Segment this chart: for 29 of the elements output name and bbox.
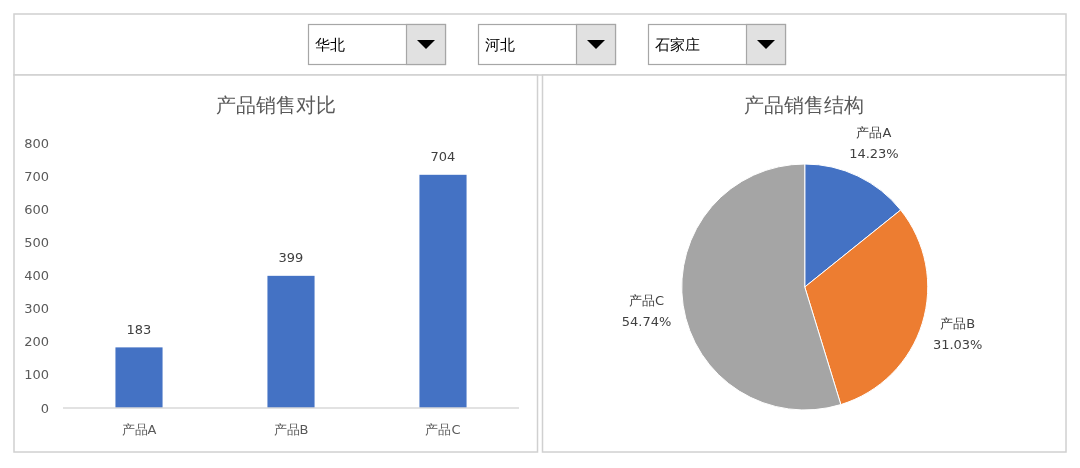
text: 河北	[484, 35, 515, 54]
y-tick-label: 800	[24, 135, 49, 151]
x-tick-label: 产品A	[121, 421, 157, 437]
text: 华北	[314, 35, 345, 54]
slice-label: 产品A	[856, 125, 892, 141]
y-tick-label: 0	[40, 400, 49, 416]
slice-label: 产品C	[628, 293, 665, 309]
x-tick-label: 产品C	[425, 421, 461, 437]
data-label: 704	[430, 149, 456, 165]
data-label: 14.23%	[849, 146, 899, 162]
data-label: 399	[278, 250, 304, 266]
bar	[267, 275, 315, 408]
y-tick-label: 400	[24, 268, 49, 283]
chart-title: 产品销售结构	[744, 93, 865, 117]
y-tick-label: 300	[24, 301, 49, 317]
slice-label: 产品B	[940, 316, 976, 332]
data-label: 31.03%	[932, 337, 983, 353]
y-tick-label: 500	[24, 234, 49, 250]
data-label: 54.74%	[621, 314, 672, 330]
y-tick-label: 600	[24, 201, 49, 217]
y-tick-label: 700	[24, 168, 49, 184]
x-tick-label: 产品B	[273, 421, 309, 437]
y-tick-label: 100	[24, 367, 49, 383]
bar	[419, 174, 467, 408]
y-tick-label: 200	[24, 334, 49, 350]
bar	[115, 347, 163, 408]
data-label: 183	[126, 321, 152, 337]
chart-title: 产品销售对比	[215, 93, 336, 117]
text: 石家庄	[654, 35, 700, 54]
